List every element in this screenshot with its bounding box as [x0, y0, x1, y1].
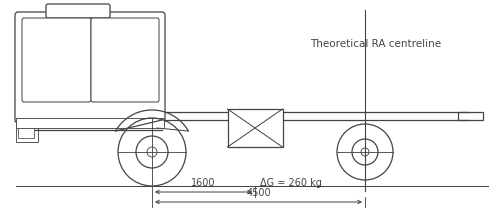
Text: 1600: 1600	[191, 178, 216, 188]
FancyBboxPatch shape	[46, 4, 110, 18]
Text: 4500: 4500	[246, 188, 271, 198]
Bar	[18, 126, 34, 138]
Text: ΔG = 260 kg: ΔG = 260 kg	[260, 178, 322, 188]
FancyBboxPatch shape	[22, 18, 91, 102]
Bar	[228, 109, 282, 147]
FancyBboxPatch shape	[91, 18, 159, 102]
FancyBboxPatch shape	[15, 12, 165, 123]
Bar	[16, 120, 38, 142]
Text: Theoretical RA centreline: Theoretical RA centreline	[310, 39, 441, 49]
Bar	[458, 112, 483, 120]
Bar	[16, 118, 164, 128]
